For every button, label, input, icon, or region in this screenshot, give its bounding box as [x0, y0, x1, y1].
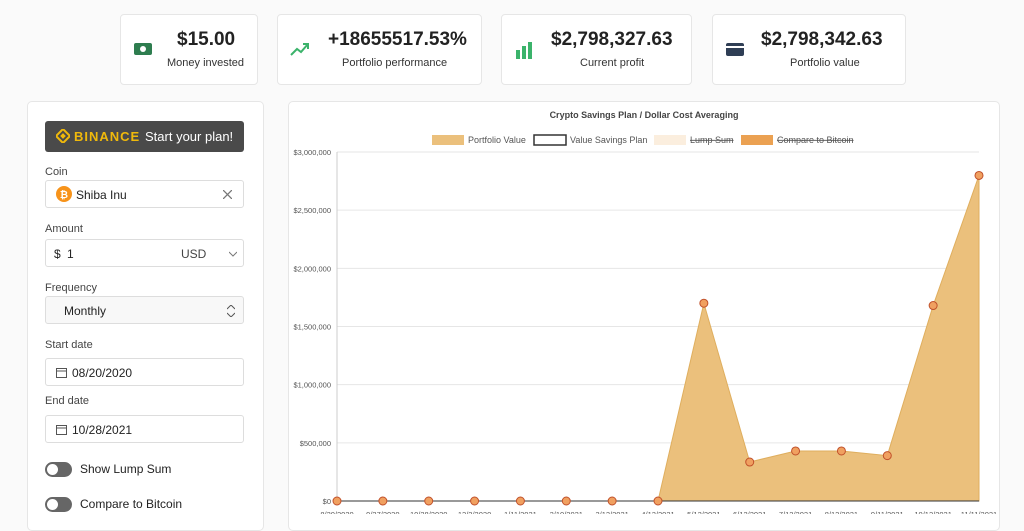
- field-label: Amount: [45, 223, 83, 235]
- chart: Crypto Savings Plan / Dollar Cost Averag…: [288, 101, 1000, 514]
- start-date-input[interactable]: 08/20/2020: [45, 358, 244, 386]
- field-value: Shiba Inu: [76, 188, 127, 202]
- y-tick-label: $2,000,000: [293, 264, 331, 273]
- stat-label: Current profit: [580, 57, 644, 69]
- legend-swatch: [534, 135, 566, 145]
- bars-icon: [514, 41, 534, 59]
- field-value: 08/20/2020: [72, 366, 132, 380]
- chevron: [227, 305, 235, 317]
- coin-icon: ₿: [56, 186, 72, 202]
- stat-card: $2,798,342.63 Portfolio value: [712, 14, 906, 85]
- calendar-icon: [56, 424, 67, 435]
- point-marker: [792, 447, 800, 455]
- x-tick-label: 9/11/2021: [871, 510, 904, 514]
- trend-icon: [290, 41, 310, 57]
- field-label: Coin: [45, 166, 68, 178]
- money-icon: [133, 41, 153, 57]
- point-marker: [837, 447, 845, 455]
- field-label: End date: [45, 395, 89, 407]
- x-tick-label: 1/11/2021: [504, 510, 537, 514]
- legend-swatch: [432, 135, 464, 145]
- button-brand: BINANCE: [74, 129, 140, 144]
- stat-value: $2,798,342.63: [761, 29, 883, 51]
- frequency-select[interactable]: Monthly: [45, 296, 244, 324]
- x-tick-label: 12/2/2020: [458, 510, 491, 514]
- field-value: 1: [67, 247, 74, 261]
- point-marker: [562, 497, 570, 505]
- y-tick-label: $500,000: [300, 439, 331, 448]
- field-value: Monthly: [64, 304, 106, 318]
- binance-button[interactable]: BINANCE Start your plan!: [45, 121, 244, 152]
- point-marker: [379, 497, 387, 505]
- x-tick-label: 8/12/2021: [825, 510, 858, 514]
- legend-swatch: [654, 135, 686, 145]
- x-tick-label: 6/12/2021: [733, 510, 766, 514]
- point-marker: [516, 497, 524, 505]
- point-marker: [333, 497, 341, 505]
- point-marker: [425, 497, 433, 505]
- x-tick-label: 11/11/2021: [961, 510, 997, 514]
- point-marker: [746, 458, 754, 466]
- chevron: [229, 251, 237, 257]
- point-marker: [883, 452, 891, 460]
- stat-value: +18655517.53%: [328, 29, 467, 51]
- x-tick-label: 10/12/2021: [914, 510, 952, 514]
- y-tick-label: $2,500,000: [293, 206, 331, 215]
- legend-swatch: [741, 135, 773, 145]
- point-marker: [654, 497, 662, 505]
- x-tick-label: 5/12/2021: [687, 510, 720, 514]
- stat-label: Money invested: [167, 57, 244, 69]
- legend-label[interactable]: Portfolio Value: [468, 135, 526, 145]
- x-tick-label: 10/28/2020: [410, 510, 448, 514]
- page: $15.00 Money invested +18655517.53% Port…: [0, 0, 1024, 514]
- binance-logo: [56, 129, 70, 143]
- point-marker: [608, 497, 616, 505]
- x-tick-label: 4/12/2021: [641, 510, 674, 514]
- legend-label[interactable]: Compare to Bitcoin: [777, 135, 854, 145]
- y-tick-label: $1,500,000: [293, 323, 331, 332]
- x-tick-label: 3/12/2021: [595, 510, 628, 514]
- svg-text:₿: ₿: [60, 189, 68, 201]
- point-marker: [929, 302, 937, 310]
- x-tick-label: 7/12/2021: [779, 510, 812, 514]
- field-label: Frequency: [45, 282, 97, 294]
- field-value: 10/28/2021: [72, 423, 132, 437]
- stat-value: $2,798,327.63: [551, 29, 673, 51]
- x-tick-label: 8/20/2020: [320, 510, 353, 514]
- toggle-label: Show Lump Sum: [80, 462, 171, 476]
- stat-card: $15.00 Money invested: [120, 14, 258, 85]
- y-tick-label: $1,000,000: [293, 381, 331, 390]
- button-label: Start your plan!: [145, 129, 233, 144]
- toggle[interactable]: [45, 462, 72, 477]
- stat-value: $15.00: [177, 29, 235, 51]
- legend-label[interactable]: Lump Sum: [690, 135, 734, 145]
- y-tick-label: $3,000,000: [293, 148, 331, 157]
- x-tick-label: 9/27/2020: [366, 510, 399, 514]
- toggle-label: Compare to Bitcoin: [80, 497, 182, 511]
- chart-title: Crypto Savings Plan / Dollar Cost Averag…: [550, 110, 739, 120]
- coin-select[interactable]: ₿ Shiba Inu: [45, 180, 244, 208]
- x-tick-label: 2/10/2021: [550, 510, 583, 514]
- y-tick-label: $0: [323, 497, 331, 506]
- amount-input[interactable]: $ 1 USD: [45, 239, 244, 267]
- area: [337, 175, 979, 501]
- legend-label[interactable]: Value Savings Plan: [570, 135, 647, 145]
- field-label: Start date: [45, 339, 93, 351]
- stat-card: +18655517.53% Portfolio performance: [277, 14, 482, 85]
- amount-prefix: $: [54, 247, 61, 261]
- currency: USD: [181, 247, 206, 261]
- calendar-icon: [56, 367, 67, 378]
- point-marker: [700, 299, 708, 307]
- stat-label: Portfolio performance: [342, 57, 447, 69]
- toggle[interactable]: [45, 497, 72, 512]
- stat-card: $2,798,327.63 Current profit: [501, 14, 692, 85]
- stat-label: Portfolio value: [790, 57, 860, 69]
- point-marker: [975, 171, 983, 179]
- clear-icon[interactable]: [223, 190, 232, 199]
- wallet-icon: [725, 41, 745, 57]
- point-marker: [471, 497, 479, 505]
- end-date-input[interactable]: 10/28/2021: [45, 415, 244, 443]
